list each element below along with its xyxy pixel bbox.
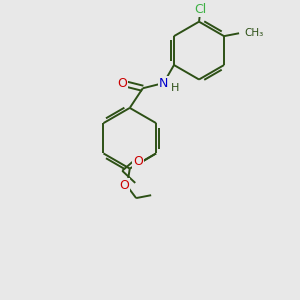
Text: CH₃: CH₃ [244, 28, 263, 38]
Text: O: O [133, 155, 143, 168]
Text: Cl: Cl [194, 3, 207, 16]
Text: H: H [170, 83, 179, 93]
Text: O: O [119, 179, 129, 193]
Text: N: N [159, 76, 168, 90]
Text: O: O [117, 76, 127, 90]
